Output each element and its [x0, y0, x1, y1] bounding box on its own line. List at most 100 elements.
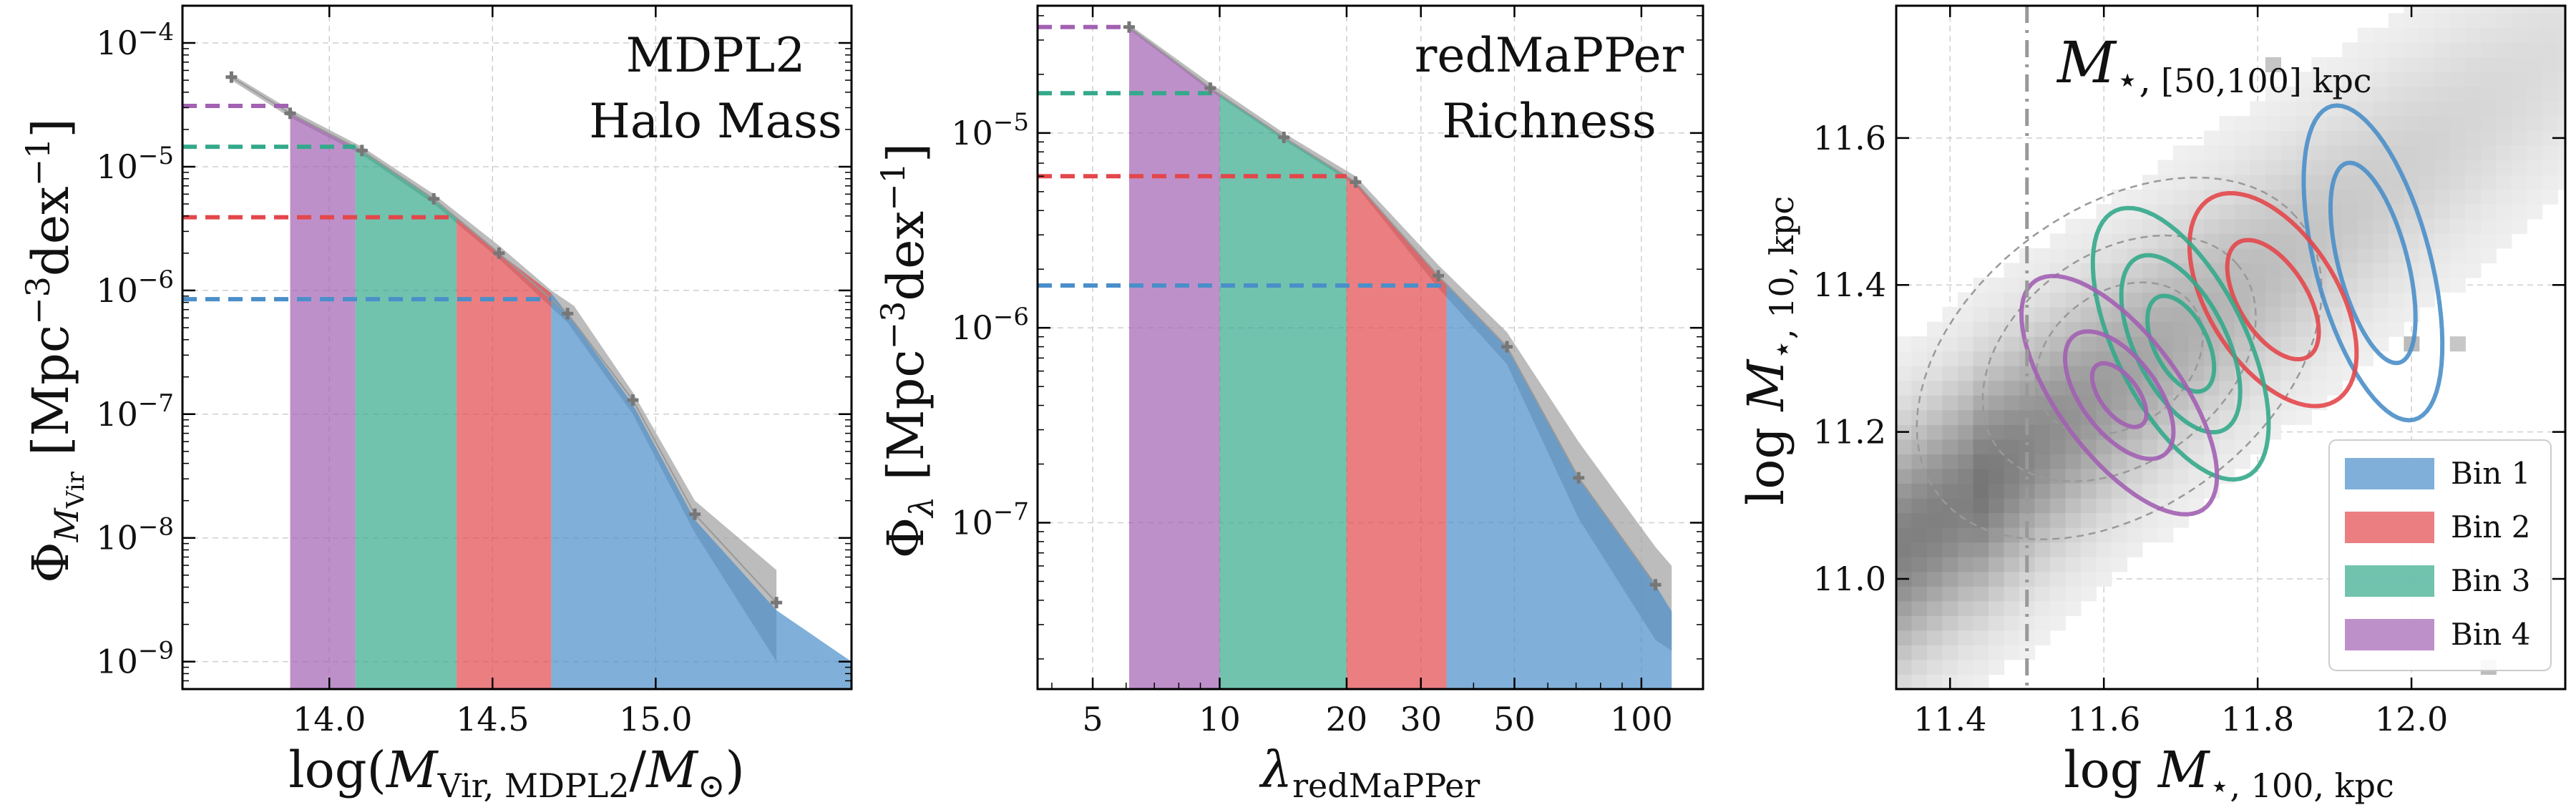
density-cell — [2511, 189, 2527, 205]
density-cell — [2111, 233, 2127, 249]
density-cell — [2219, 204, 2235, 220]
density-cell — [2373, 116, 2389, 132]
density-cell — [2280, 145, 2297, 161]
stellar-mass-legend: Bin 1 Bin 2 Bin 3 Bin 4 — [2328, 439, 2552, 671]
density-cell — [2511, 101, 2527, 117]
density-cell — [2034, 557, 2051, 572]
density-cell — [1942, 645, 1958, 660]
density-cell — [1989, 454, 2005, 469]
density-cell — [2527, 204, 2543, 220]
density-cell — [2326, 116, 2343, 132]
density-cell — [1942, 366, 1958, 381]
density-cell — [2203, 395, 2220, 411]
density-cell — [2142, 512, 2158, 528]
density-cell — [1942, 395, 1958, 411]
density-cell — [2388, 13, 2404, 29]
density-cell — [2280, 409, 2297, 425]
density-cell — [2373, 248, 2389, 263]
density-cell — [2449, 27, 2466, 43]
density-cell — [2542, 57, 2558, 72]
density-cell — [1896, 512, 1913, 528]
density-cell — [1958, 380, 1974, 396]
density-cell — [2449, 175, 2466, 190]
density-cell — [2065, 527, 2082, 543]
density-cell — [2157, 483, 2174, 499]
density-cell — [1958, 630, 1974, 645]
density-cell — [1989, 409, 2005, 425]
density-cell — [2004, 615, 2020, 631]
richness-x-tick-label: 5 — [1082, 700, 1103, 738]
density-cell — [2480, 42, 2497, 58]
density-cell — [2434, 263, 2451, 278]
density-cell — [2542, 72, 2558, 87]
density-cell — [2357, 72, 2373, 87]
density-cell — [1973, 454, 1989, 469]
richness-bin-4-fill — [1129, 26, 1220, 689]
density-cell — [2096, 380, 2112, 396]
density-cell — [1942, 571, 1958, 587]
density-cell — [2296, 101, 2312, 117]
richness-bin-2-fill — [1346, 176, 1447, 689]
density-cell — [2157, 468, 2174, 484]
richness-data-point — [1501, 341, 1513, 353]
density-cell — [2265, 218, 2281, 234]
density-cell — [1942, 351, 1958, 366]
density-cell — [1958, 468, 1974, 484]
halo-mass-axes-frame — [181, 4, 853, 691]
density-cell — [2419, 13, 2435, 29]
halo-mass-data-point — [493, 247, 505, 259]
density-cell — [1973, 557, 1989, 572]
density-cell — [2065, 248, 2082, 263]
density-cell — [2449, 145, 2466, 161]
density-cell — [1989, 366, 2005, 381]
density-cell — [2326, 72, 2343, 87]
density-cell — [2480, 116, 2497, 132]
density-cell — [2080, 424, 2097, 440]
density-cell — [1896, 498, 1913, 514]
density-cell — [2234, 204, 2250, 220]
density-cell — [2034, 586, 2051, 602]
density-cell — [2434, 130, 2451, 146]
density-cell — [2557, 160, 2565, 175]
density-cell — [2542, 87, 2558, 102]
density-cell — [2480, 189, 2497, 205]
density-cell — [1911, 542, 1928, 557]
richness-y-tick-label: 10−7 — [951, 497, 1029, 542]
density-cell — [1989, 468, 2005, 484]
density-cell — [2465, 130, 2482, 146]
density-cell — [2157, 321, 2174, 337]
density-cell — [2326, 380, 2343, 396]
density-cell — [2065, 571, 2082, 587]
density-cell — [2419, 277, 2435, 293]
density-cell — [2049, 424, 2066, 440]
density-cell — [2465, 263, 2482, 278]
density-cell — [2557, 6, 2565, 14]
density-cell — [2004, 336, 2020, 352]
density-cell — [2404, 116, 2420, 132]
density-cell — [2049, 600, 2066, 616]
legend-swatch — [2345, 512, 2434, 543]
density-cell — [2496, 175, 2512, 190]
density-cell — [2419, 6, 2435, 14]
density-cell — [1989, 527, 2005, 543]
density-cell — [2019, 600, 2036, 616]
halo-mass-data-point — [689, 508, 701, 520]
density-cell — [1896, 483, 1913, 499]
density-cell — [2496, 160, 2512, 175]
density-cell — [2449, 160, 2466, 175]
density-cell — [2357, 101, 2373, 117]
density-cell — [2449, 101, 2466, 117]
density-cell — [2311, 366, 2328, 381]
stellar-mass-x-label: log M⋆, 100, kpc — [2064, 741, 2394, 805]
density-cell — [1911, 454, 1928, 469]
density-cell — [1973, 615, 1989, 631]
density-cell — [2404, 13, 2420, 29]
density-cell — [2465, 218, 2482, 234]
density-cell — [2449, 87, 2466, 102]
density-cell — [1989, 307, 2005, 323]
density-cell — [1958, 454, 1974, 469]
legend-label: Bin 2 — [2451, 509, 2530, 545]
density-cell — [2511, 27, 2527, 43]
density-cell — [2388, 321, 2404, 337]
density-cell — [2096, 542, 2112, 557]
